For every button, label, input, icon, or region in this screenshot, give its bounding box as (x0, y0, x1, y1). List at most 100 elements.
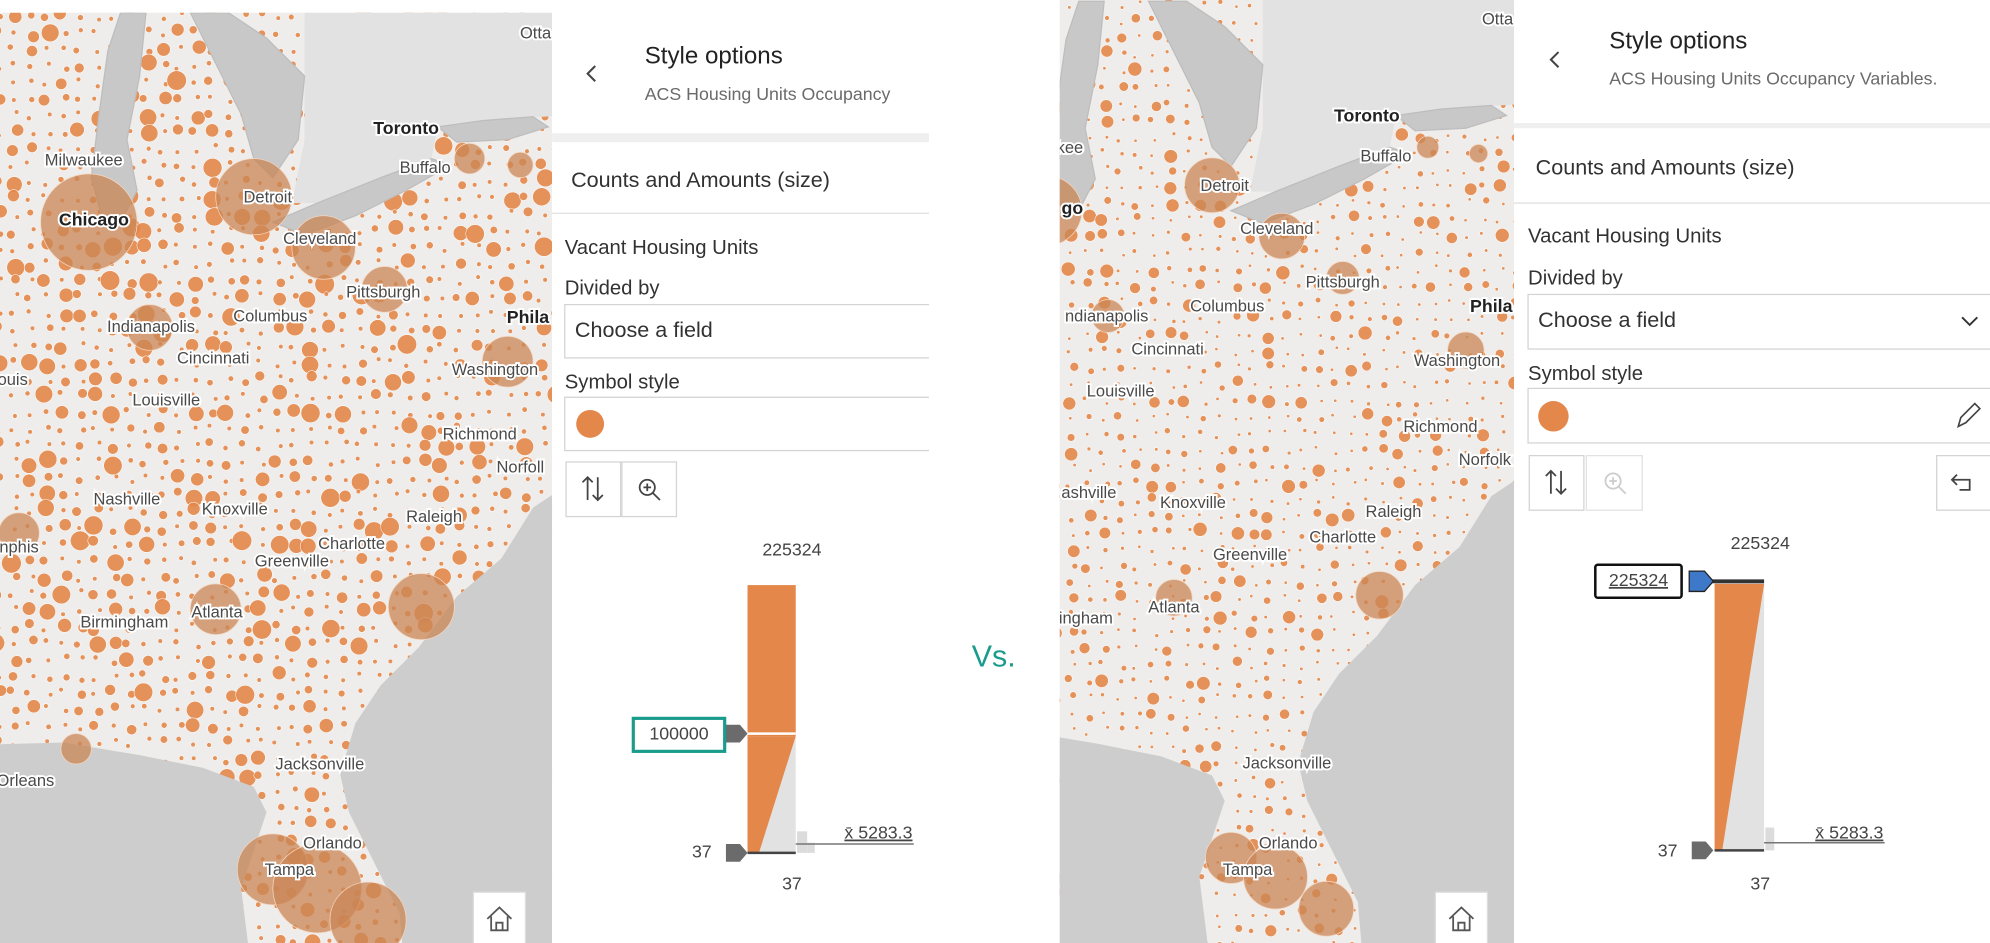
county-symbol (1202, 625, 1212, 634)
county-symbol (970, 529, 974, 533)
county-symbol (91, 96, 97, 102)
county-symbol (1384, 170, 1389, 175)
city-label: Charlotte (318, 535, 385, 553)
county-symbol (179, 346, 185, 353)
home-button[interactable] (472, 891, 527, 943)
county-symbol (967, 167, 978, 178)
county-symbol (1035, 432, 1041, 438)
county-symbol (486, 213, 494, 221)
county-symbol (1049, 814, 1054, 819)
city-symbol (481, 335, 534, 388)
county-symbol (1430, 171, 1435, 176)
county-symbol (128, 594, 134, 600)
county-symbol (1281, 695, 1286, 700)
county-symbol (323, 528, 329, 534)
county-symbol (436, 375, 442, 381)
county-symbol (1001, 827, 1005, 831)
county-symbol (937, 534, 940, 537)
county-symbol (1429, 401, 1433, 406)
county-symbol (303, 606, 315, 618)
county-symbol (238, 652, 248, 662)
county-symbol (1213, 215, 1226, 229)
county-symbol (1164, 427, 1171, 434)
county-symbol (934, 177, 946, 189)
city-label: nphis (0, 539, 39, 557)
map-right[interactable]: OttakeegoDetroitTorontoBuffaloClevelandP… (577, 0, 1592, 943)
city-label: Raleigh (406, 508, 462, 526)
county-symbol (1197, 512, 1202, 517)
county-symbol (225, 113, 232, 121)
county-symbol (110, 701, 120, 712)
county-symbol (222, 556, 230, 564)
county-symbol (80, 426, 87, 434)
county-symbol (1050, 764, 1057, 771)
city-label: Cleveland (283, 230, 356, 248)
county-symbol (1219, 531, 1223, 536)
county-symbol (1217, 413, 1222, 418)
county-symbol (209, 706, 215, 712)
county-symbol (1018, 775, 1021, 778)
county-symbol (128, 357, 136, 365)
county-symbol (9, 248, 15, 254)
county-symbol (206, 742, 212, 748)
county-symbol (1116, 138, 1121, 144)
county-symbol (277, 803, 286, 811)
county-symbol (252, 619, 272, 640)
county-symbol (985, 105, 989, 109)
county-symbol (162, 542, 168, 548)
county-symbol (359, 426, 368, 436)
county-symbol (1017, 732, 1021, 736)
county-symbol (934, 249, 937, 252)
county-symbol (1137, 336, 1142, 340)
county-symbol (1399, 253, 1404, 258)
county-symbol (1103, 431, 1110, 437)
county-symbol (340, 720, 348, 728)
county-symbol (1246, 333, 1252, 338)
county-symbol (1006, 101, 1009, 104)
county-symbol (227, 99, 234, 105)
county-symbol (475, 274, 481, 280)
county-symbol (1250, 913, 1256, 918)
county-symbol (971, 712, 977, 718)
county-symbol (1120, 5, 1125, 10)
county-symbol (239, 477, 245, 483)
county-symbol (1232, 311, 1242, 321)
county-symbol (235, 685, 255, 705)
county-symbol (288, 703, 296, 712)
county-symbol (1015, 68, 1023, 76)
county-symbol (26, 141, 38, 153)
county-symbol (1232, 282, 1243, 293)
county-symbol (90, 28, 97, 34)
county-symbol (973, 99, 976, 102)
county-symbol (192, 244, 198, 250)
county-symbol (43, 472, 54, 482)
county-symbol (1132, 617, 1137, 621)
city-symbol (1243, 844, 1308, 910)
county-symbol (1055, 220, 1058, 223)
county-symbol (276, 260, 282, 266)
county-symbol (1162, 65, 1170, 73)
county-symbol (1132, 55, 1137, 60)
county-symbol (1064, 447, 1079, 462)
county-symbol (304, 671, 311, 678)
county-symbol (260, 542, 266, 548)
county-symbol (46, 61, 52, 67)
county-symbol (1045, 507, 1059, 521)
county-symbol (0, 724, 3, 730)
county-symbol (937, 336, 941, 340)
county-symbol (1149, 296, 1159, 305)
county-symbol (1412, 384, 1417, 389)
county-symbol (108, 602, 123, 617)
county-symbol (1059, 318, 1060, 320)
map-left[interactable]: OttaMilwaukeeChicagoDetroitTorontoBuffal… (0, 0, 635, 943)
county-symbol (1297, 598, 1302, 603)
county-symbol (542, 440, 549, 447)
county-symbol (77, 388, 88, 399)
county-symbol (62, 131, 69, 138)
county-symbol (536, 230, 542, 237)
county-symbol (532, 187, 551, 207)
county-symbol (238, 327, 245, 334)
county-symbol (937, 448, 942, 453)
county-symbol (207, 570, 216, 579)
county-symbol (1033, 898, 1037, 902)
